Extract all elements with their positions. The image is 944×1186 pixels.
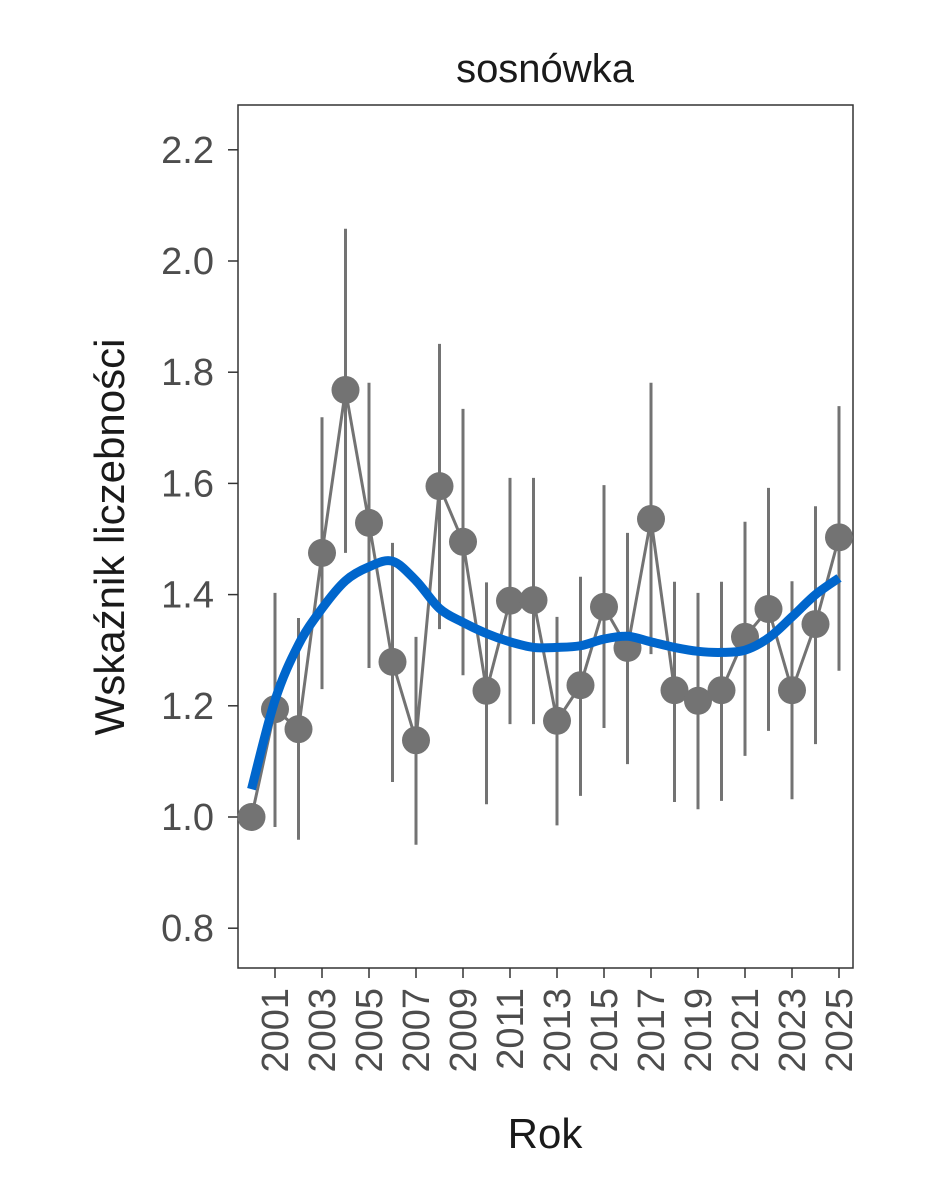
y-axis: 0.8 1.0 1.2 1.4 1.6 1.8 2.0 2.2 [161, 130, 238, 950]
y-tick-label: 2.2 [161, 130, 214, 172]
y-tick-label: 1.8 [161, 352, 214, 394]
data-point [660, 676, 689, 705]
data-point [308, 538, 336, 567]
x-tick-label: 2017 [631, 988, 673, 1073]
x-tick-label: 2023 [772, 988, 814, 1073]
data-point [543, 706, 571, 735]
x-tick-label: 2009 [443, 988, 485, 1073]
data-point [284, 715, 313, 744]
y-axis-title: Wskaźnik liczebności [86, 339, 133, 736]
trend-line-group [247, 556, 842, 791]
data-point [825, 523, 853, 552]
x-tick-label: 2025 [819, 988, 861, 1073]
data-point [237, 803, 266, 831]
plot-panel [237, 104, 854, 969]
x-tick-label: 2003 [302, 988, 344, 1073]
trend-line [247, 556, 842, 791]
y-tick-label: 1.0 [161, 797, 214, 839]
y-tick-label: 1.4 [161, 575, 214, 617]
x-tick-label: 2005 [349, 988, 391, 1073]
y-tick-label: 2.0 [161, 241, 214, 283]
data-point [425, 472, 454, 501]
y-tick-label: 0.8 [161, 908, 214, 950]
data-point [331, 375, 360, 404]
x-tick-label: 2015 [584, 988, 626, 1073]
data-point [566, 671, 595, 700]
x-tick-label: 2019 [678, 988, 720, 1073]
data-point [754, 595, 783, 624]
y-tick-label: 1.2 [161, 686, 214, 728]
x-tick-label: 2007 [396, 988, 438, 1073]
data-point [778, 676, 806, 705]
x-axis: 2001 2003 2005 2007 2009 2011 2013 2015 2017 2019… [255, 968, 861, 1073]
data-point [590, 592, 618, 621]
data-point [402, 726, 430, 755]
data-point [707, 676, 736, 705]
data-point [684, 686, 712, 715]
data-point [519, 586, 548, 615]
x-tick-label: 2021 [725, 988, 767, 1073]
data-point [637, 504, 665, 533]
data-point [378, 647, 407, 676]
data-point [355, 508, 383, 537]
data-point [472, 676, 501, 705]
x-tick-label: 2013 [537, 988, 579, 1073]
x-tick-label: 2001 [255, 988, 297, 1073]
x-tick-label: 2011 [490, 988, 532, 1070]
data-point [801, 610, 830, 639]
data-point [449, 527, 477, 556]
y-tick-label: 1.6 [161, 463, 214, 505]
x-axis-title: Rok [508, 1110, 584, 1157]
data-point [496, 586, 524, 615]
chart-title: sosnówka [456, 47, 635, 91]
